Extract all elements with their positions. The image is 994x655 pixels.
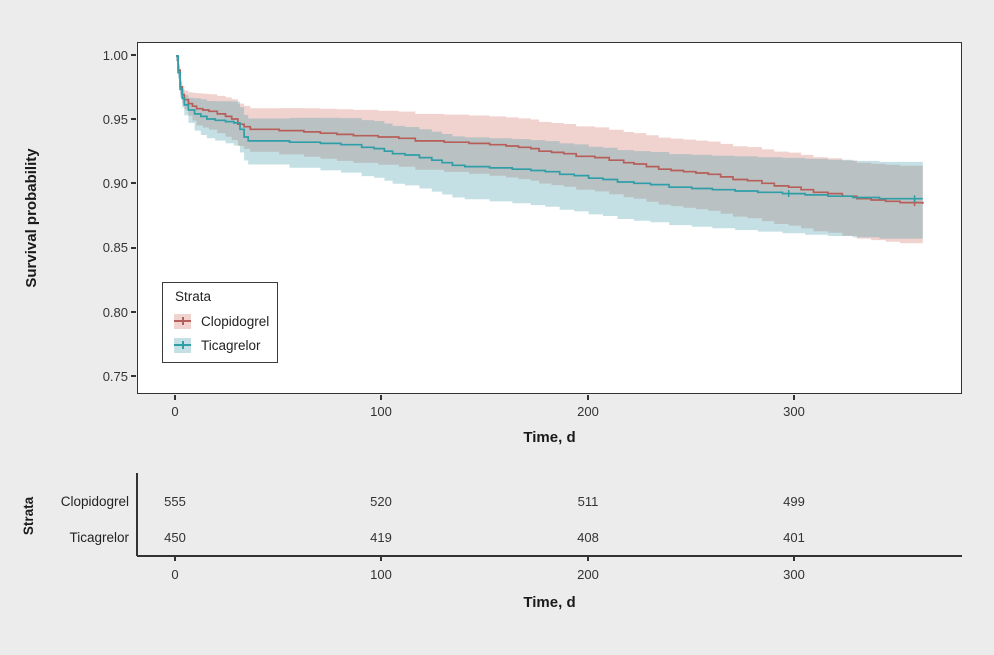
legend: Strata Clopidogrel Ticagrelor [162,282,278,363]
x-tick-mark [380,395,382,400]
risk-tick-label: 100 [370,567,392,582]
ticagrelor-confidence-band [176,56,923,239]
risk-value: 520 [370,494,392,509]
legend-key-clopidogrel-icon [174,313,191,329]
legend-label-clopidogrel: Clopidogrel [201,313,270,329]
risk-value: 555 [164,494,186,509]
ticagrelor-censor-mark [911,195,919,203]
legend-key-plus [181,317,184,325]
x-tick-mark [174,395,176,400]
y-tick-label: 1.00 [102,48,128,63]
risk-table-time-label: Time, d [523,594,576,611]
risk-value: 408 [577,530,599,545]
risk-value: 499 [783,494,805,509]
risk-tick-label: 200 [577,567,599,582]
risk-value: 511 [577,494,599,509]
x-tick-label: 0 [171,404,179,419]
ticagrelor-censor-mark [785,190,793,198]
legend-entry-ticagrelor: Ticagrelor [174,335,261,355]
legend-key-plus [181,341,184,349]
y-tick-mark [131,118,136,120]
x-tick-label: 300 [783,404,805,419]
x-tick-mark [587,395,589,400]
risk-tick-mark [793,556,795,561]
y-tick-label: 0.95 [102,112,128,127]
y-tick-mark [131,182,136,184]
legend-key-ticagrelor-icon [174,337,191,353]
risk-value: 419 [370,530,392,545]
risk-tick-mark [587,556,589,561]
risk-value: 401 [783,530,805,545]
y-tick-mark [131,54,136,56]
risk-row-label-clopidogrel: Clopidogrel [60,494,129,509]
risk-tick-mark [174,556,176,561]
clopidogrel-survival-curve [176,55,924,204]
y-axis-label: Survival probability [23,148,40,288]
y-tick-mark [131,375,136,377]
legend-label-ticagrelor: Ticagrelor [201,337,261,353]
y-tick-mark [131,311,136,313]
ticagrelor-survival-curve [176,55,923,200]
km-curves-svg [176,55,924,245]
risk-table-axis-vline [136,473,138,556]
y-tick-label: 0.85 [102,240,128,255]
risk-tick-mark [380,556,382,561]
legend-entry-clopidogrel: Clopidogrel [174,311,269,331]
y-tick-label: 0.80 [102,305,128,320]
y-tick-label: 0.75 [102,369,128,384]
risk-value: 450 [164,530,186,545]
x-tick-label: 200 [577,404,599,419]
x-tick-label: 100 [370,404,392,419]
y-tick-label: 0.90 [102,176,128,191]
risk-tick-label: 0 [171,567,179,582]
risk-table-axis-hline [137,555,962,557]
risk-row-label-ticagrelor: Ticagrelor [69,530,129,545]
x-tick-mark [793,395,795,400]
x-axis-label: Time, d [523,429,576,446]
legend-title: Strata [175,289,212,304]
risk-tick-label: 300 [783,567,805,582]
y-tick-mark [131,247,136,249]
